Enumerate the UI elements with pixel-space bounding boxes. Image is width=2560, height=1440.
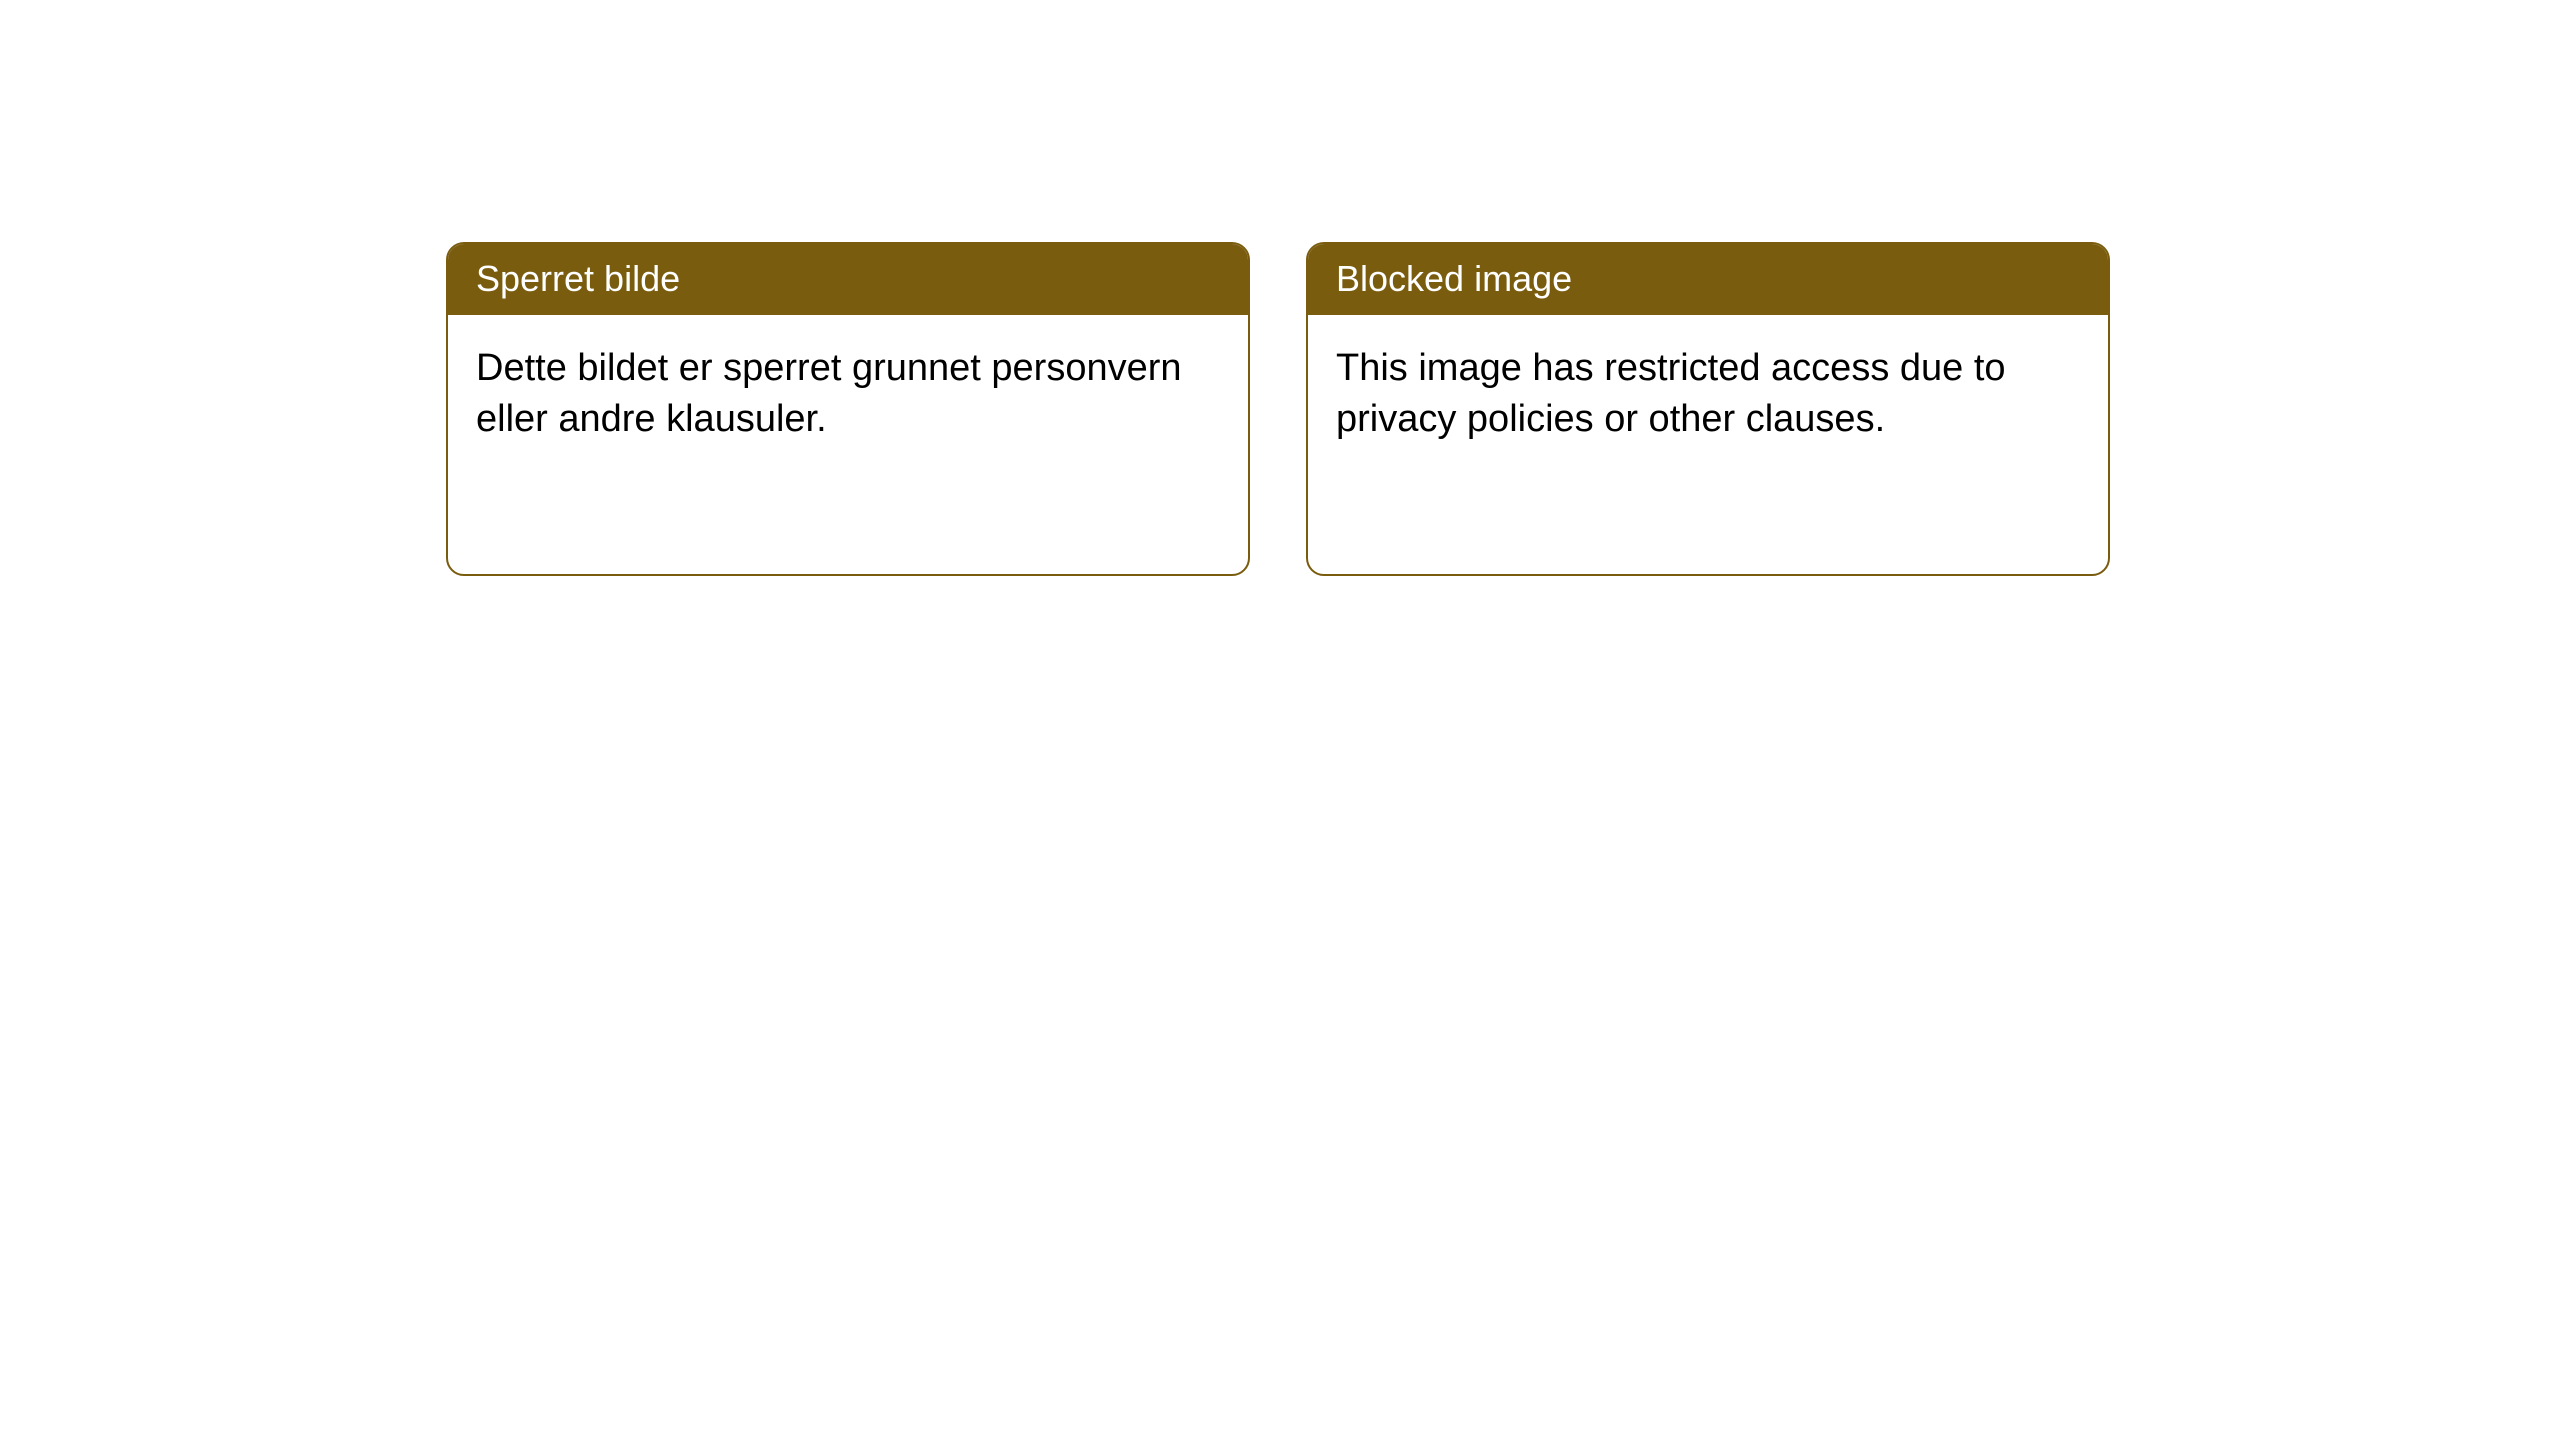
notice-title-english: Blocked image — [1308, 244, 2108, 315]
notice-title-norwegian: Sperret bilde — [448, 244, 1248, 315]
notice-container: Sperret bilde Dette bildet er sperret gr… — [446, 242, 2110, 576]
notice-body-english: This image has restricted access due to … — [1308, 315, 2108, 474]
notice-body-norwegian: Dette bildet er sperret grunnet personve… — [448, 315, 1248, 474]
notice-card-english: Blocked image This image has restricted … — [1306, 242, 2110, 576]
notice-card-norwegian: Sperret bilde Dette bildet er sperret gr… — [446, 242, 1250, 576]
